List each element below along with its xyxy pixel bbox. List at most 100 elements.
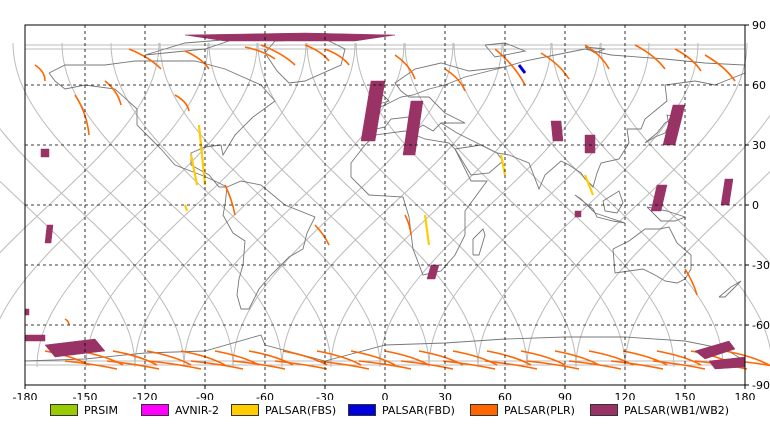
legend-swatch-palsar-plr (470, 404, 498, 416)
legend-item-palsar-wb: PALSAR(WB1/WB2) (590, 402, 729, 418)
plr-south-arc (452, 350, 498, 366)
plr-south-arc (232, 360, 286, 370)
plr-south-arc (190, 360, 244, 370)
plr-south-arc (350, 350, 396, 366)
plr-north-arc (540, 52, 570, 80)
wb-swath-indonesia (574, 210, 582, 218)
plr-south-arc (282, 350, 328, 366)
wb-swath-china (584, 134, 596, 154)
fbs-strip (499, 154, 507, 176)
plr-south-arc (442, 360, 496, 370)
x-tick-label: -120 (133, 391, 158, 400)
world-map-plot: -180 -150 -120 -90 -60 -30 0 30 60 90 120 150 180 90 6… (0, 19, 770, 404)
x-tick-label: -150 (73, 391, 98, 400)
x-tick-label: -60 (256, 391, 274, 400)
orbit-track (183, 42, 405, 368)
plr-south-arc (568, 360, 622, 370)
plr-south-arc (316, 350, 362, 366)
plr-north-arc (244, 46, 276, 60)
plr-strip (64, 318, 70, 326)
plr-south-arc (554, 350, 600, 366)
legend-swatch-avnir2 (141, 404, 169, 416)
plr-strip (314, 224, 330, 246)
plr-south-arc (526, 360, 580, 370)
plr-south-arc (64, 360, 118, 370)
fbs-strip (197, 124, 207, 186)
orbit-track (428, 42, 650, 368)
plr-north-arc (34, 64, 46, 82)
coastline (48, 60, 276, 188)
x-tick-label: -180 (13, 391, 38, 400)
orbit-track (159, 42, 381, 368)
fbs-strip (583, 174, 595, 196)
fbd-strip (517, 64, 527, 74)
plr-south-arc (358, 360, 412, 370)
plr-south-arc (622, 350, 668, 366)
x-tick-label: 60 (498, 391, 512, 400)
wb-swath-hawaii (40, 148, 50, 158)
plr-north-arc (584, 44, 610, 70)
plr-north-arc (494, 48, 526, 86)
coastline (644, 114, 677, 144)
x-tick-label: 120 (615, 391, 636, 400)
coastline (602, 190, 624, 214)
plr-south-arc (112, 350, 158, 366)
orbit-track (110, 42, 332, 368)
coastline (264, 38, 346, 84)
y-tick-label: 60 (752, 79, 766, 92)
plr-south-arc (652, 360, 706, 370)
fbs-strip (183, 204, 189, 212)
legend-item-prsim: PRSIM (50, 402, 118, 418)
legend-label-prsim: PRSIM (84, 403, 118, 417)
y-tick-label: 0 (752, 199, 759, 212)
legend-swatch-palsar-fbd (348, 404, 376, 416)
plr-north-arc (674, 48, 702, 72)
plr-south-arc (106, 360, 160, 370)
legend-swatch-palsar-wb (590, 404, 618, 416)
coastline (472, 228, 486, 256)
coastline (718, 280, 742, 298)
plr-strip (684, 268, 698, 296)
legend-item-palsar-fbd: PALSAR(FBD) (348, 402, 455, 418)
x-tick-label: 30 (438, 391, 452, 400)
y-tick-label: -90 (752, 379, 770, 392)
plr-north-arc (174, 94, 190, 112)
wb-swath-africa (402, 100, 424, 156)
wb-swath-samoa (44, 224, 54, 244)
plr-south-arc (724, 350, 770, 366)
legend-label-palsar-fbs: PALSAR(FBS) (265, 403, 337, 417)
wb-swath-safrica (426, 264, 440, 280)
plr-north-arc (704, 54, 736, 82)
legend-label-palsar-plr: PALSAR(PLR) (504, 403, 575, 417)
orbit-track (134, 42, 356, 368)
plr-south-arc (484, 360, 538, 370)
coastline (646, 206, 687, 222)
wb-swath-antarctic (44, 338, 106, 358)
coastline (574, 194, 626, 224)
y-tick-label: -30 (752, 259, 770, 272)
legend-item-palsar-plr: PALSAR(PLR) (470, 402, 575, 418)
plr-north-arc (104, 80, 122, 106)
x-tick-label: 90 (558, 391, 572, 400)
coastline (440, 48, 746, 191)
plr-south-arc (610, 360, 664, 370)
y-tick-label: -60 (752, 319, 770, 332)
plr-north-arc (184, 50, 210, 70)
plr-south-arc (400, 360, 454, 370)
wb-swath-europe-africa (360, 80, 386, 142)
wb-swath-edge (24, 308, 30, 316)
wb-swath-india (550, 120, 564, 142)
x-tick-label: -30 (316, 391, 334, 400)
plr-north-arc (444, 68, 466, 92)
plr-south-arc (656, 350, 702, 366)
coastline (584, 46, 606, 54)
plr-north-arc (128, 48, 162, 70)
plr-north-arc (634, 44, 666, 70)
wb-swath-png (650, 184, 668, 212)
legend-swatch-prsim (50, 404, 78, 416)
y-tick-label: 30 (752, 139, 766, 152)
coastline (222, 180, 316, 310)
plr-north-arc (74, 94, 90, 136)
plr-south-arc (274, 360, 328, 370)
